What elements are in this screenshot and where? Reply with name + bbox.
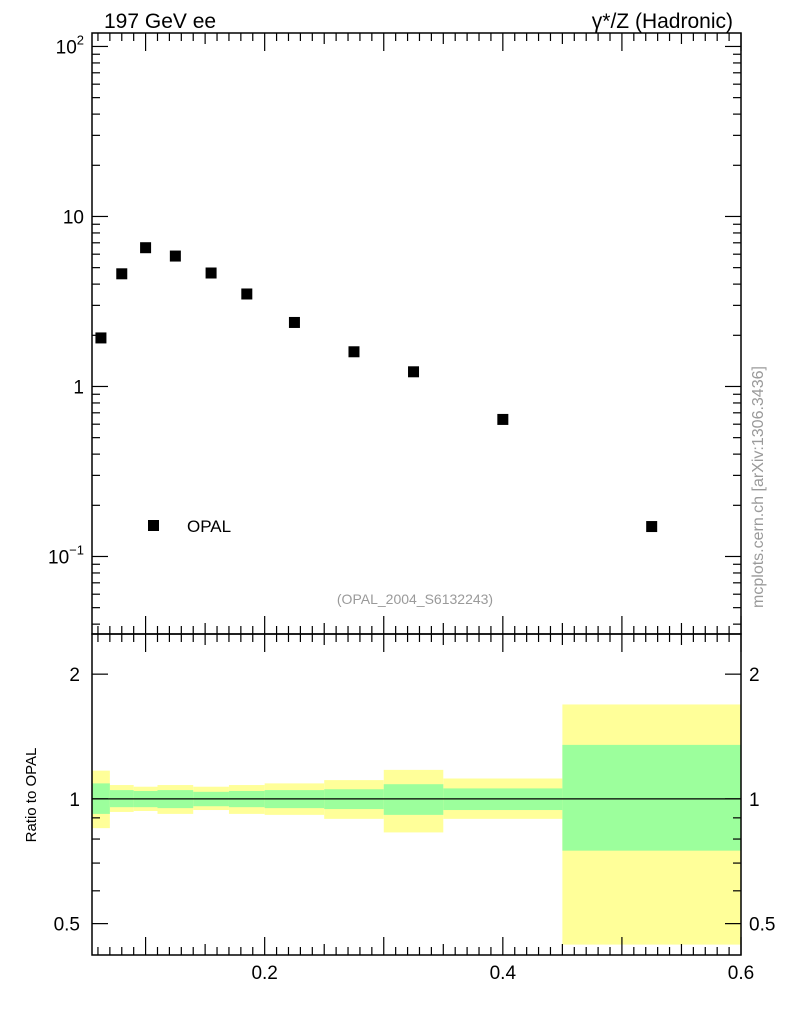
data-point	[348, 346, 360, 358]
ratio-y-tick-label-left: 1	[69, 790, 80, 811]
ratio-frame	[91, 633, 742, 956]
side-label: mcplots.cern.ch [arXiv:1306.3436]	[750, 366, 767, 608]
ratio-y-tick-label-left: 2	[69, 665, 80, 686]
header-right-prefix: γ*/Z	[592, 10, 630, 33]
x-tick-label: 0.4	[490, 963, 517, 984]
ratio-y-tick-label-right: 1	[749, 790, 760, 811]
legend-marker	[148, 520, 159, 531]
data-point	[497, 413, 509, 425]
ratio-axis-ticks	[92, 634, 742, 955]
data-point	[116, 268, 128, 280]
ratio-y-axis-label: Ratio to OPAL	[23, 748, 40, 843]
data-point	[288, 316, 300, 328]
ratio-bands	[92, 704, 741, 945]
ratio-y-tick-label-left: 0.5	[54, 915, 80, 936]
data-points	[95, 242, 658, 533]
inner-band	[383, 784, 444, 815]
inner-band	[562, 744, 741, 851]
y-tick-label: 10−1	[48, 542, 84, 568]
legend: OPAL	[148, 517, 231, 536]
data-point	[169, 250, 181, 262]
ratio-y-tick-label-right: 2	[749, 665, 760, 686]
data-point	[205, 267, 217, 279]
main-axis-ticks	[92, 33, 742, 634]
data-point	[408, 366, 420, 378]
analysis-label: (OPAL_2004_S6132243)	[337, 591, 493, 607]
data-point	[646, 521, 658, 533]
main-panel: 10−1 1 10 102 OPAL (OPAL_2004_S6132243)	[48, 32, 742, 635]
data-point	[95, 332, 107, 344]
legend-entry: OPAL	[187, 517, 231, 536]
y-tick-label: 102	[56, 32, 84, 58]
y-tick-label: 1	[73, 377, 84, 398]
data-point	[241, 288, 253, 300]
header-right: γ*/Z (Hadronic)	[592, 10, 733, 33]
header-right-suffix: (Hadronic)	[629, 10, 733, 33]
ratio-panel: 0.5 0.5 1 1 2 2 0.2 0.4 0.6 Ratio to OPAL	[23, 633, 776, 984]
ratio-y-tick-labels: 0.5 0.5 1 1 2 2	[54, 665, 776, 935]
x-tick-label: 0.2	[251, 963, 277, 984]
data-point	[140, 242, 152, 254]
header-left: 197 GeV ee	[104, 10, 216, 33]
y-tick-label: 10	[63, 207, 84, 228]
x-tick-label: 0.6	[728, 963, 754, 984]
x-tick-labels: 0.2 0.4 0.6	[251, 963, 754, 984]
ratio-y-tick-label-right: 0.5	[749, 915, 775, 936]
main-y-tick-labels: 10−1 1 10 102	[48, 32, 84, 568]
